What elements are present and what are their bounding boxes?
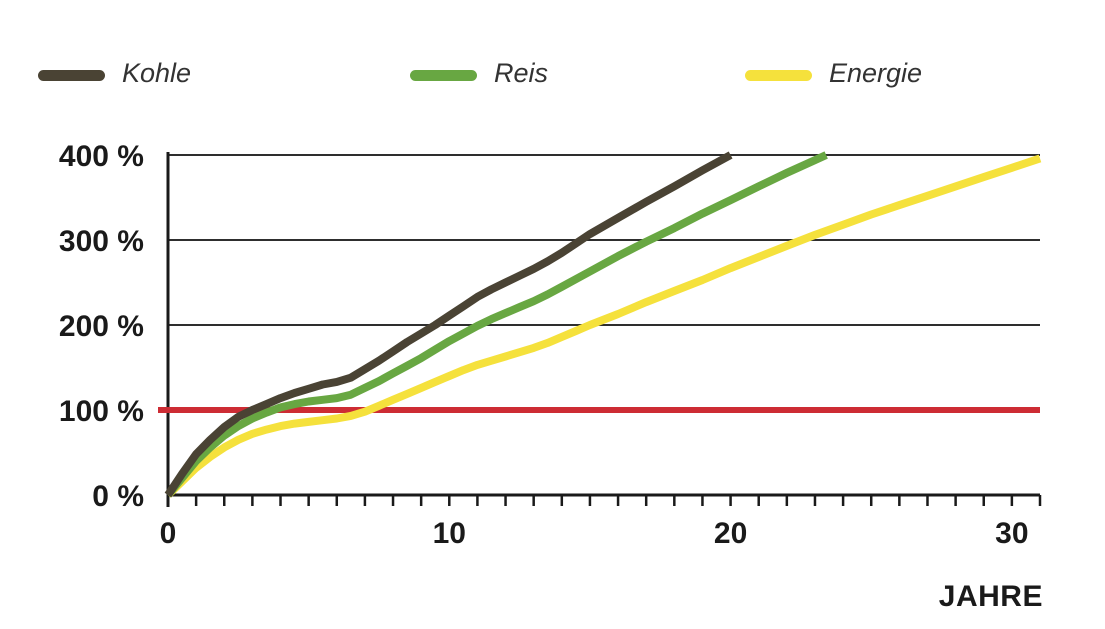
y-tick-label-0: 0 % <box>92 480 144 513</box>
legend: Kohle Reis Energie <box>0 0 1105 110</box>
x-axis-title: JAHRE <box>938 580 1043 613</box>
legend-label-reis: Reis <box>494 58 549 88</box>
x-tick-label-20: 20 <box>714 517 747 550</box>
x-tick-label-30: 30 <box>995 517 1028 550</box>
x-tick-label-0: 0 <box>160 517 177 550</box>
legend-label-energie: Energie <box>829 58 923 88</box>
legend-item-kohle: Kohle <box>38 60 191 91</box>
y-tick-label-100: 100 % <box>59 395 144 428</box>
legend-label-kohle: Kohle <box>122 58 192 88</box>
legend-swatch-kohle <box>38 70 105 81</box>
y-tick-label-200: 200 % <box>59 310 144 343</box>
legend-item-energie: Energie <box>745 60 922 91</box>
series-line-reis <box>164 151 828 498</box>
y-tick-label-400: 400 % <box>59 140 144 173</box>
x-tick-label-10: 10 <box>433 517 466 550</box>
series-line-kohle <box>164 151 733 498</box>
legend-swatch-energie <box>745 70 812 81</box>
y-tick-label-300: 300 % <box>59 225 144 258</box>
series-line-energie <box>165 154 1042 498</box>
legend-item-reis: Reis <box>410 60 548 91</box>
legend-swatch-reis <box>410 70 477 81</box>
